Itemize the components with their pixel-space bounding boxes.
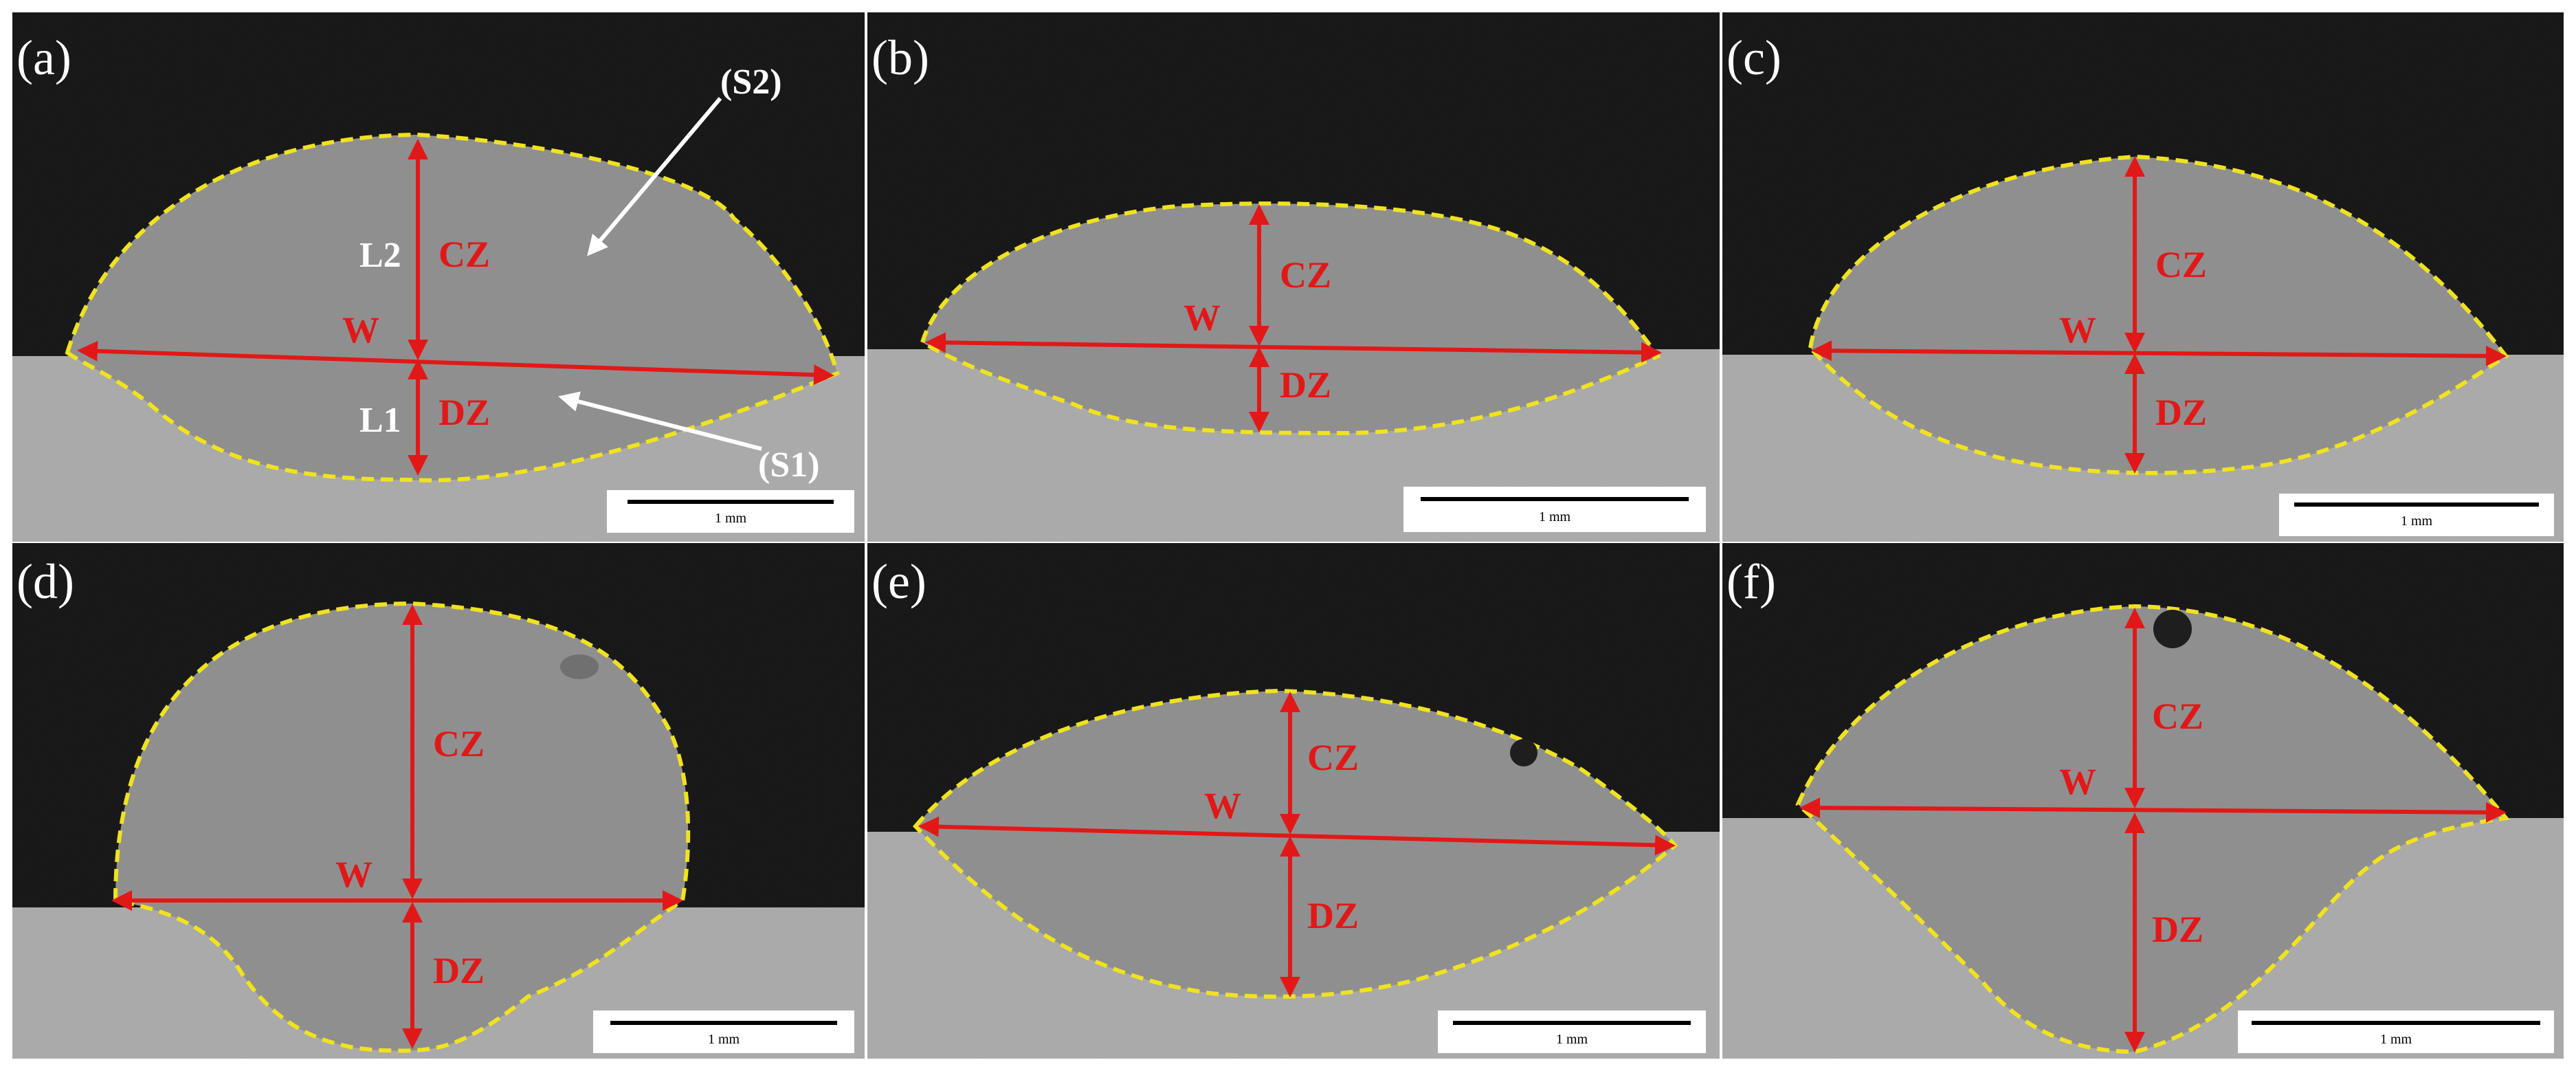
panel-e: (e) CZ W DZ 1 mm: [867, 543, 1720, 1059]
scale-bar: 1 mm: [2279, 494, 2554, 536]
w-label: W: [342, 309, 379, 351]
s1-label: (S1): [758, 445, 820, 485]
cz-label: CZ: [433, 723, 485, 764]
cz-label: CZ: [1307, 737, 1359, 778]
panel-label: (d): [16, 554, 74, 609]
scale-bar: 1 mm: [593, 1011, 854, 1053]
w-label: W: [1184, 297, 1221, 338]
w-label: W: [1204, 785, 1241, 826]
dz-label: DZ: [438, 392, 490, 433]
scale-text: 1 mm: [2380, 1032, 2412, 1047]
cz-label: CZ: [1280, 254, 1331, 296]
scale-text: 1 mm: [708, 1032, 740, 1047]
panel-b: (b) CZ W DZ 1 mm: [867, 12, 1720, 542]
l2-label: L2: [359, 236, 401, 275]
w-label: W: [2059, 309, 2096, 351]
scale-bar: 1 mm: [1438, 1011, 1706, 1053]
cz-label: CZ: [2155, 244, 2207, 285]
panel-label: (b): [871, 30, 929, 85]
scale-text: 1 mm: [2401, 514, 2433, 529]
panel-f: (f) CZ W DZ 1 mm: [1722, 543, 2564, 1059]
dz-label: DZ: [1280, 364, 1331, 406]
panel-d: (d) CZ W DZ 1 mm: [12, 543, 865, 1059]
cz-label: CZ: [2152, 696, 2203, 737]
width-line: [1799, 797, 2507, 823]
dz-label: DZ: [2155, 392, 2207, 433]
scale-text: 1 mm: [1539, 509, 1571, 525]
s2-label: (S2): [720, 63, 782, 102]
s1-arrow: [558, 391, 762, 451]
panel-label: (e): [871, 554, 926, 609]
l1-label: L1: [359, 401, 401, 440]
dz-label: DZ: [1307, 895, 1359, 936]
dz-label: DZ: [2152, 909, 2203, 950]
cz-label: CZ: [438, 234, 490, 275]
scale-text: 1 mm: [715, 511, 747, 526]
s2-arrow: [587, 97, 722, 256]
scale-bar: 1 mm: [607, 490, 854, 533]
scale-bar: 1 mm: [1403, 487, 1706, 532]
scale-bar: 1 mm: [2238, 1011, 2554, 1053]
panel-label: (a): [16, 30, 71, 85]
w-label: W: [2059, 761, 2096, 802]
panel-label: (f): [1726, 554, 1776, 609]
dz-label: DZ: [433, 950, 485, 991]
panel-a: (a) (S2) (S1) L2 L1 CZ W DZ 1 mm: [12, 12, 865, 542]
width-line: [1811, 340, 2507, 366]
w-label: W: [335, 854, 373, 895]
scale-text: 1 mm: [1556, 1032, 1588, 1047]
width-line: [925, 332, 1662, 363]
panel-c: (c) CZ W DZ 1 mm: [1722, 12, 2564, 542]
panel-label: (c): [1726, 30, 1781, 85]
width-line: [77, 340, 834, 386]
